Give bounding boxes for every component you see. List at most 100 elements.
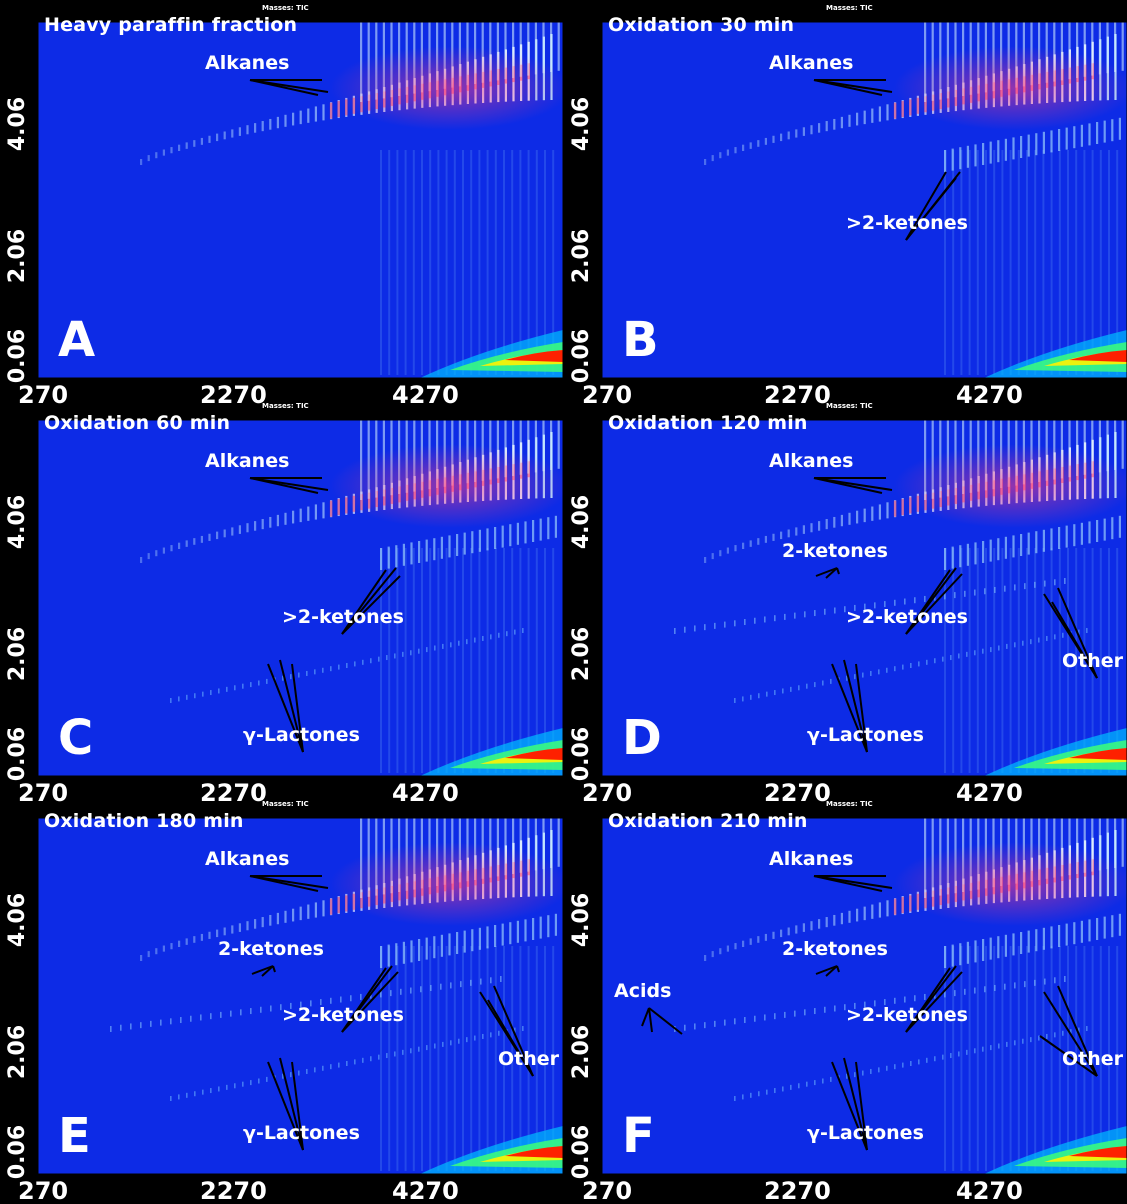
x-tick-label: 4270 [956,381,1023,409]
annotation-label: >2-ketones [846,1004,968,1026]
bleed-hotspot [420,728,563,776]
other-series [674,976,1066,1032]
masses-header: Masses: TIC [262,4,309,12]
bleed-hotspot [984,1126,1127,1174]
heatmap-plot [601,817,1127,1175]
x-tick-label: 270 [18,1177,69,1204]
x-tick-label: 2270 [200,381,267,409]
arrow-line [341,569,387,635]
arrow-line [251,965,274,975]
arrow-line [855,1061,868,1151]
column-bleed [944,548,1119,773]
arrow-line [905,971,963,1033]
ketone-series [380,913,557,968]
y-tick-label: 2.06 [5,228,30,284]
arrow-line [291,1061,304,1151]
ketone-series [944,117,1121,172]
masses-header: Masses: TIC [826,402,873,410]
y-tick-label: 0.06 [5,726,30,782]
heatmap-plot [37,817,563,1175]
heatmap-plot [601,21,1127,379]
annotation-label: >2-ketones [846,606,968,628]
panel-c: Masses: TIC Oxidation 60 min C Alkanes >2-ke… [0,398,563,807]
alkane-series [704,22,1127,165]
panel-f: Masses: TIC Oxidation 210 min F Alkanes 2-ke… [564,796,1127,1204]
annotation-label: Other [498,1048,560,1070]
y-tick-label: 0.06 [5,1124,30,1180]
y-tick-label: 2.06 [5,1024,30,1080]
arrow-line [249,477,319,494]
annotation-label: Other [1062,1048,1124,1070]
annotation-label: Alkanes [769,52,854,74]
arrow-line [341,965,393,1033]
y-tick-label: 4.06 [5,96,30,152]
arrow-line [267,1061,304,1151]
bleed-hotspot [420,1126,563,1174]
panel-e: Masses: TIC Oxidation 180 min E Alkanes 2-ke… [0,796,563,1204]
annotation-label: 2-ketones [782,540,888,562]
annotation-label: γ-Lactones [243,1122,360,1144]
arrow-line [1043,991,1098,1077]
arrow-line [279,659,304,753]
annotation-label: γ-Lactones [807,1122,924,1144]
annotation-label: Other [1062,650,1124,672]
column-bleed [380,548,555,773]
annotation-arrows [813,477,1098,753]
annotation-arrows [813,79,961,241]
panel-title: Oxidation 120 min [608,412,808,434]
panel-title: Heavy paraffin fraction [44,14,298,36]
alkane-series [140,818,563,961]
arrow-line [813,477,883,494]
x-tick-label: 270 [582,1177,633,1204]
arrow-line [1039,1035,1098,1077]
other-series [674,578,1066,634]
arrow-line [815,567,838,577]
x-tick-label: 2270 [200,779,267,807]
column-bleed [944,946,1119,1171]
y-tick-label: 2.06 [5,626,30,682]
arrow-line [836,965,840,973]
arrow-line [341,971,399,1033]
arrow-line [249,79,319,96]
panel-letter: B [622,312,659,368]
arrow-line [905,965,957,1033]
column-bleed [380,946,555,1171]
masses-header: Masses: TIC [262,800,309,808]
y-tick-label: 4.06 [5,892,30,948]
masses-header: Masses: TIC [262,402,309,410]
arrow-line [487,999,534,1077]
annotation-label: >2-ketones [846,212,968,234]
heatmap-plot [37,419,563,777]
panel-letter: C [58,710,94,766]
annotation-label: Acids [614,980,672,1002]
alkane-series [140,420,563,563]
panel-letter: D [622,710,662,766]
panel-letter: A [58,312,96,368]
annotation-label: Alkanes [769,848,854,870]
arrow-line [813,875,883,892]
arrow-line [249,875,319,892]
y-tick-label: 2.06 [569,626,594,682]
y-tick-label: 0.06 [5,328,30,384]
arrow-line [648,1007,683,1035]
heatmap-plot [37,21,563,379]
arrow-line [272,965,276,973]
arrow-line [843,659,868,753]
arrow-line [843,1057,868,1151]
annotation-arrows [249,79,329,96]
y-tick-label: 0.06 [569,1124,594,1180]
x-tick-label: 4270 [392,1177,459,1204]
panel-letter: E [58,1108,91,1164]
arrow-line [905,171,947,241]
annotation-label: 2-ketones [218,938,324,960]
arrow-line [267,663,304,753]
panel-b: Masses: TIC Oxidation 30 min B Alkanes >2-ke… [564,0,1127,409]
y-tick-label: 4.06 [569,494,594,550]
bleed-hotspot [984,330,1127,378]
x-tick-label: 2270 [200,1177,267,1204]
ketone-series [380,515,557,570]
x-tick-label: 4270 [956,779,1023,807]
ketone-series [944,515,1121,570]
masses-header: Masses: TIC [826,800,873,808]
